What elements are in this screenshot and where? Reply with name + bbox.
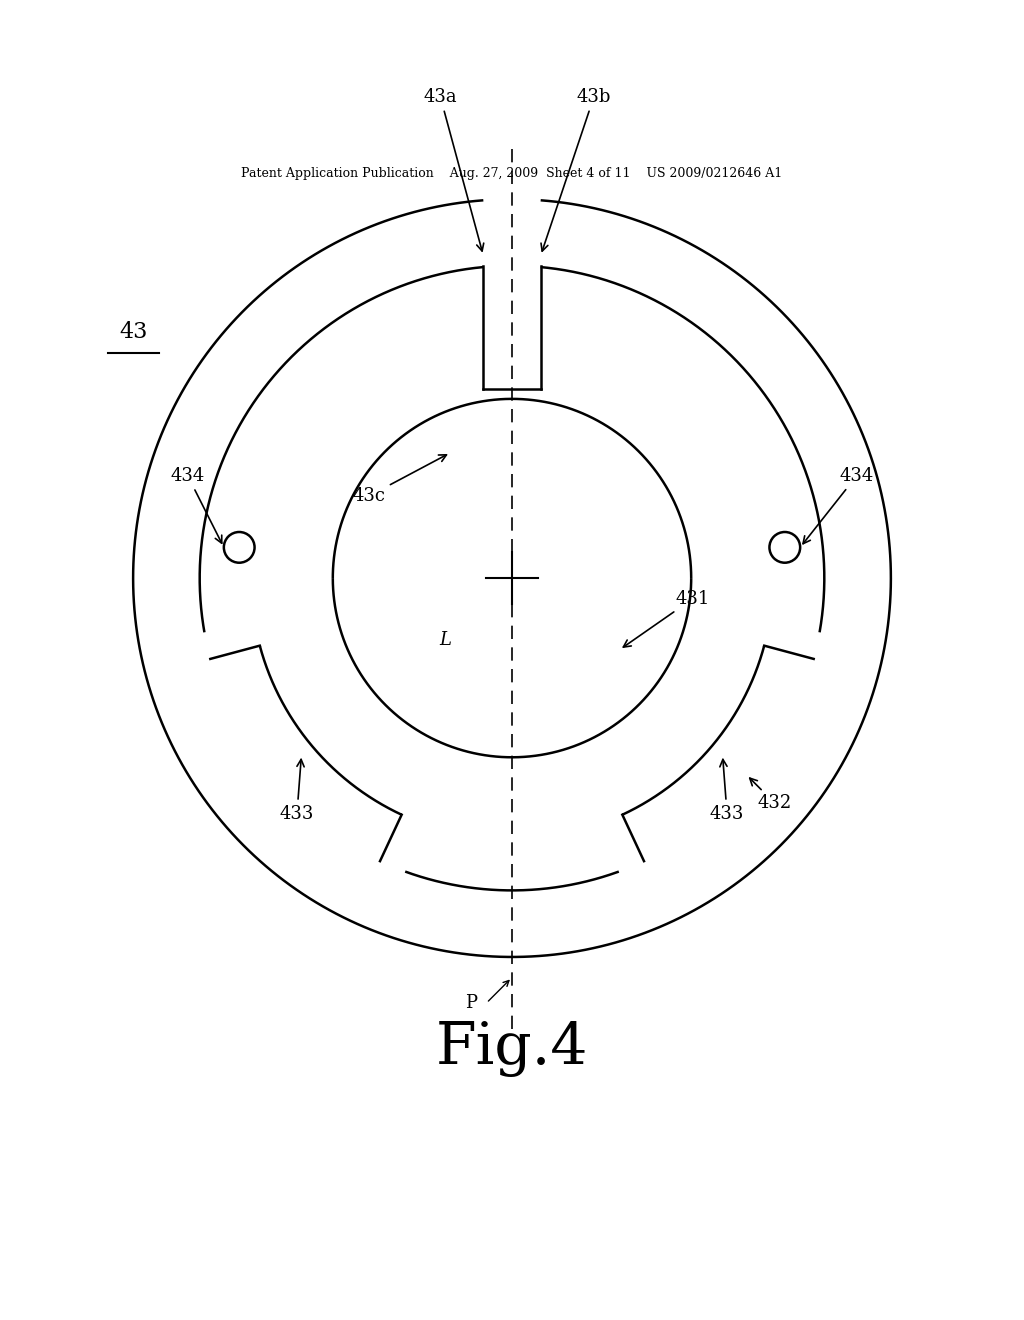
Text: L: L [439,631,452,648]
Text: P: P [465,994,477,1012]
Text: 434: 434 [171,467,222,544]
Text: 43: 43 [119,321,147,343]
Text: 43c: 43c [352,455,446,506]
Text: Patent Application Publication    Aug. 27, 2009  Sheet 4 of 11    US 2009/021264: Patent Application Publication Aug. 27, … [242,168,782,180]
Text: 432: 432 [750,777,792,812]
Text: 431: 431 [624,590,711,647]
Text: 43b: 43b [541,88,611,251]
Text: 434: 434 [803,467,873,544]
Text: 43a: 43a [424,88,483,251]
Text: 433: 433 [710,759,744,822]
Text: Fig.4: Fig.4 [436,1022,588,1077]
Text: 433: 433 [280,759,314,822]
